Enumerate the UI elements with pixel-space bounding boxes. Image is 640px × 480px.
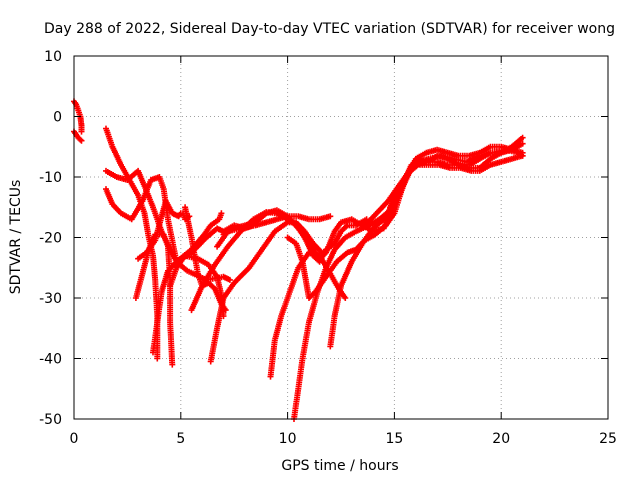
x-tick-label: 0 bbox=[70, 431, 79, 447]
axis-ticks: 0 5 10 15 20 25 10 0 -10 -20 -30 -40 -50 bbox=[39, 49, 617, 447]
data-point-markers bbox=[267, 249, 349, 380]
x-tick-label: 15 bbox=[385, 431, 403, 447]
series-arc-o bbox=[267, 249, 349, 380]
data-point-markers bbox=[207, 219, 325, 365]
data-point-markers bbox=[150, 210, 225, 356]
y-tick-label: -30 bbox=[39, 291, 62, 307]
x-tick-label: 10 bbox=[279, 431, 297, 447]
series-arc-q bbox=[291, 146, 526, 422]
series-arc-t bbox=[387, 134, 526, 211]
grid-lines bbox=[74, 56, 608, 419]
x-tick-label: 25 bbox=[599, 431, 617, 447]
x-tick-label: 20 bbox=[492, 431, 510, 447]
x-tick-label: 5 bbox=[176, 431, 185, 447]
data-point-markers bbox=[135, 198, 193, 262]
series-arc-l bbox=[207, 219, 325, 365]
data-marks bbox=[71, 98, 526, 422]
data-point-markers bbox=[387, 134, 526, 211]
data-point-markers bbox=[291, 146, 526, 422]
x-axis-label: GPS time / hours bbox=[281, 458, 398, 474]
y-tick-label: 10 bbox=[44, 49, 62, 65]
y-tick-label: -40 bbox=[39, 352, 62, 368]
y-tick-label: -50 bbox=[39, 412, 62, 428]
series-arc-g bbox=[135, 198, 193, 262]
y-axis-label: SDTVAR / TECUs bbox=[8, 180, 24, 295]
y-tick-label: -10 bbox=[39, 170, 62, 186]
y-tick-label: 0 bbox=[53, 110, 62, 126]
series-arc-h bbox=[150, 210, 225, 356]
chart-title: Day 288 of 2022, Sidereal Day-to-day VTE… bbox=[44, 21, 615, 37]
y-tick-label: -20 bbox=[39, 231, 62, 247]
